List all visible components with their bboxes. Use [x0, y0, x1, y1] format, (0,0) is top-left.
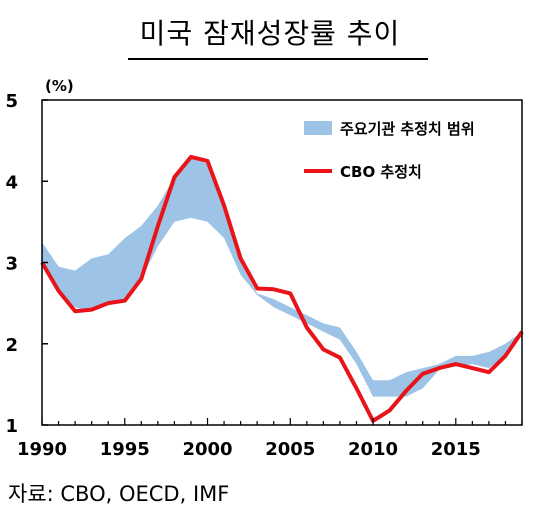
chart-title: 미국 잠재성장률 추이: [139, 17, 401, 50]
y-tick-label: 1: [5, 416, 18, 437]
legend-cbo-label: CBO 추정치: [340, 163, 422, 181]
x-tick-label: 2000: [182, 439, 232, 460]
title-underline: [128, 58, 428, 60]
y-tick-label: 4: [5, 172, 18, 193]
legend-range-label: 주요기관 추정치 범위: [340, 120, 475, 138]
legend-range-swatch: [304, 121, 332, 135]
x-tick-label: 2005: [265, 439, 315, 460]
y-tick-label: 5: [5, 91, 18, 112]
y-unit-label: (%): [45, 77, 74, 95]
cbo-line: [40, 154, 524, 423]
chart: 1 2 3 4 5 (%) 1990 1995 2000 2005 2010 2015 주요기관 추정치…: [5, 77, 524, 460]
x-tick-label: 2015: [431, 439, 481, 460]
x-tick-label: 2010: [348, 439, 398, 460]
source-note: 자료: CBO, OECD, IMF: [8, 482, 230, 506]
y-tick-label: 3: [5, 254, 18, 275]
range-band: [42, 158, 522, 397]
y-tick-label: 2: [5, 335, 18, 356]
x-tick-label: 1995: [100, 439, 150, 460]
x-tick-label: 1990: [17, 439, 67, 460]
